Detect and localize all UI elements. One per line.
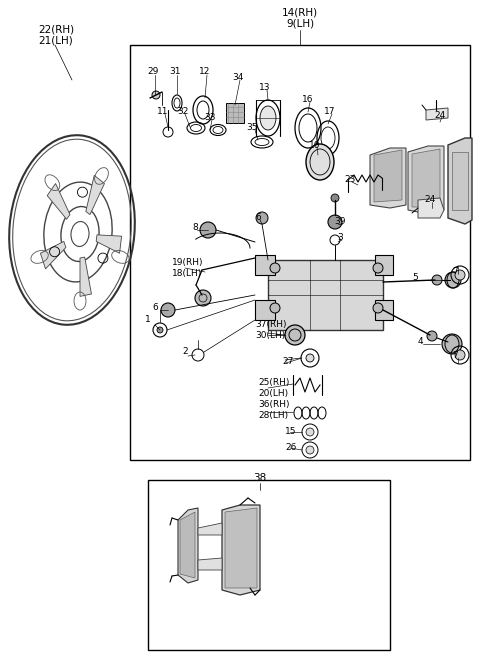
Circle shape: [432, 275, 442, 285]
Text: 29: 29: [147, 68, 159, 76]
Text: 11: 11: [157, 107, 169, 117]
Bar: [452, 152, 468, 210]
Circle shape: [306, 446, 314, 454]
Text: 32: 32: [177, 107, 189, 117]
Polygon shape: [198, 523, 222, 535]
Text: 25(RH)
20(LH): 25(RH) 20(LH): [258, 379, 289, 398]
Circle shape: [195, 290, 211, 306]
Circle shape: [256, 212, 268, 224]
Text: 27: 27: [282, 358, 293, 366]
Circle shape: [161, 303, 175, 317]
Text: 6: 6: [152, 304, 158, 312]
Text: 2: 2: [182, 348, 188, 356]
Polygon shape: [47, 184, 70, 219]
Text: 10: 10: [309, 141, 321, 149]
Polygon shape: [448, 138, 472, 224]
Ellipse shape: [306, 144, 334, 180]
Text: 7: 7: [452, 267, 458, 277]
Text: 3: 3: [337, 234, 343, 243]
Text: 38: 38: [253, 473, 266, 483]
Circle shape: [427, 331, 437, 341]
Text: 33: 33: [204, 113, 216, 123]
Text: 35: 35: [246, 123, 258, 133]
Bar: [148, 480, 390, 650]
Text: 24: 24: [424, 196, 436, 204]
Polygon shape: [412, 149, 440, 207]
Circle shape: [200, 222, 216, 238]
Polygon shape: [80, 257, 92, 296]
Text: 12: 12: [199, 68, 211, 76]
Polygon shape: [408, 146, 444, 214]
Circle shape: [152, 91, 160, 99]
Text: 34: 34: [232, 74, 244, 82]
Circle shape: [455, 270, 465, 280]
Polygon shape: [180, 512, 195, 578]
Circle shape: [442, 334, 462, 354]
Bar: [255, 255, 275, 275]
Text: 17: 17: [324, 107, 336, 117]
Text: 1: 1: [145, 316, 151, 324]
Text: 8: 8: [192, 224, 198, 232]
Bar: [268, 260, 383, 330]
Text: 14(RH)
9(LH): 14(RH) 9(LH): [282, 7, 318, 29]
Polygon shape: [198, 558, 222, 570]
Circle shape: [306, 354, 314, 362]
Text: 36(RH)
28(LH): 36(RH) 28(LH): [258, 400, 289, 419]
Circle shape: [455, 350, 465, 360]
Circle shape: [306, 428, 314, 436]
Ellipse shape: [260, 106, 276, 130]
Bar: [130, 45, 470, 460]
Polygon shape: [178, 508, 198, 583]
Circle shape: [331, 194, 339, 202]
Polygon shape: [222, 505, 260, 595]
Polygon shape: [426, 108, 448, 120]
Text: 7: 7: [452, 350, 458, 360]
Circle shape: [285, 325, 305, 345]
Bar: [255, 300, 275, 320]
Text: 15: 15: [285, 427, 297, 436]
Polygon shape: [418, 198, 444, 218]
Circle shape: [373, 303, 383, 313]
Text: 22(RH)
21(LH): 22(RH) 21(LH): [38, 24, 74, 46]
Text: 13: 13: [259, 84, 271, 92]
Text: 23: 23: [344, 176, 356, 184]
Text: 24: 24: [434, 111, 445, 119]
Text: 19(RH)
18(LH): 19(RH) 18(LH): [172, 259, 204, 277]
Circle shape: [373, 263, 383, 273]
Text: 6: 6: [255, 214, 261, 222]
Circle shape: [328, 215, 342, 229]
Polygon shape: [225, 508, 257, 588]
Bar: [375, 300, 393, 320]
Text: 5: 5: [412, 273, 418, 283]
Text: 4: 4: [417, 338, 423, 346]
Text: 37(RH)
30(LH): 37(RH) 30(LH): [255, 320, 287, 340]
Polygon shape: [40, 241, 66, 269]
Circle shape: [157, 327, 163, 333]
Text: 39: 39: [334, 218, 346, 226]
Circle shape: [445, 272, 461, 288]
Polygon shape: [86, 176, 105, 214]
Text: 26: 26: [285, 444, 296, 452]
Bar: [375, 255, 393, 275]
Text: 16: 16: [302, 96, 314, 105]
Polygon shape: [374, 150, 402, 202]
Circle shape: [270, 303, 280, 313]
Polygon shape: [96, 235, 121, 253]
Circle shape: [270, 263, 280, 273]
Bar: [226, 103, 244, 123]
Polygon shape: [370, 148, 406, 208]
Text: 31: 31: [169, 68, 181, 76]
